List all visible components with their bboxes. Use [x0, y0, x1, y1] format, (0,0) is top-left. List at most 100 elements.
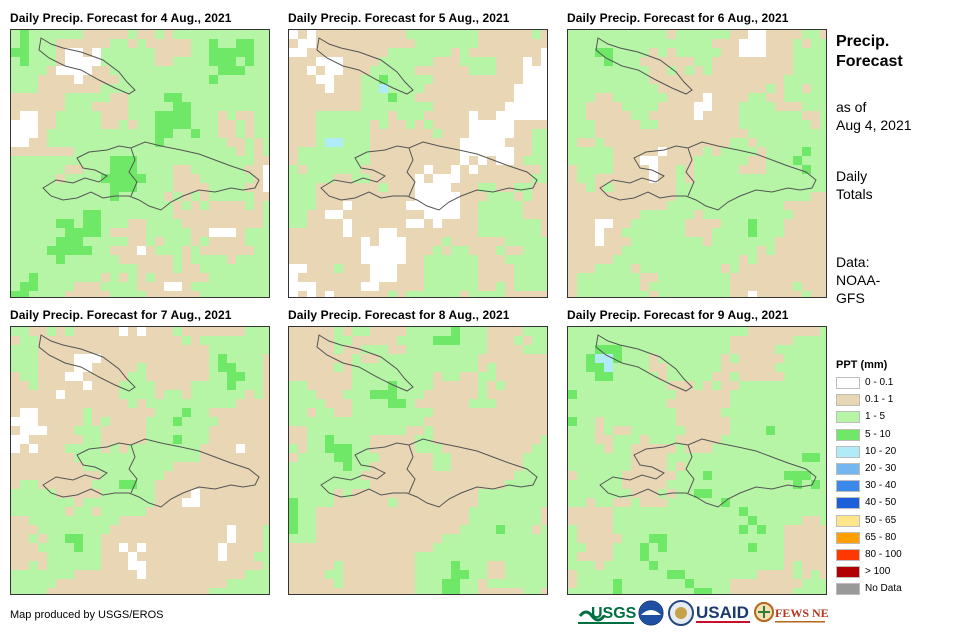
precip-cell	[595, 57, 604, 66]
precip-cell	[469, 579, 478, 588]
precip-cell	[200, 336, 209, 345]
precip-cell	[676, 219, 685, 228]
precip-cell	[289, 246, 298, 255]
precip-cell	[370, 156, 379, 165]
precip-cell	[784, 30, 793, 39]
precip-cell	[11, 39, 20, 48]
precip-cell	[101, 363, 110, 372]
precip-cell	[128, 471, 137, 480]
precip-cell	[442, 480, 451, 489]
precip-cell	[155, 534, 164, 543]
precip-cell	[316, 354, 325, 363]
precip-cell	[694, 183, 703, 192]
precip-cell	[245, 282, 254, 291]
precip-cell	[343, 237, 352, 246]
precip-cell	[155, 525, 164, 534]
precip-cell	[757, 426, 766, 435]
precip-cell	[739, 489, 748, 498]
precip-cell	[505, 444, 514, 453]
precip-cell	[361, 183, 370, 192]
precip-cell	[640, 156, 649, 165]
precip-cell	[334, 426, 343, 435]
precip-cell	[307, 543, 316, 552]
precip-cell	[110, 561, 119, 570]
precip-cell	[20, 507, 29, 516]
precip-cell	[119, 282, 128, 291]
precip-cell	[20, 363, 29, 372]
precip-cell	[667, 246, 676, 255]
precip-cell	[146, 174, 155, 183]
precip-cell	[730, 30, 739, 39]
precip-cell	[65, 219, 74, 228]
precip-cell	[379, 192, 388, 201]
precip-cell	[388, 165, 397, 174]
precip-cell	[424, 417, 433, 426]
precip-cell	[316, 174, 325, 183]
precip-cell	[379, 453, 388, 462]
precip-cell	[694, 228, 703, 237]
precip-cell	[460, 84, 469, 93]
precip-cell	[577, 39, 586, 48]
precip-cell	[298, 39, 307, 48]
precip-cell	[442, 543, 451, 552]
precip-cell	[505, 156, 514, 165]
precip-cell	[56, 363, 65, 372]
precip-cell	[793, 453, 802, 462]
precip-cell	[415, 408, 424, 417]
precip-cell	[478, 39, 487, 48]
precip-cell	[658, 417, 667, 426]
precip-cell	[568, 111, 577, 120]
precip-cell	[298, 372, 307, 381]
precip-cell	[254, 156, 263, 165]
precip-cell	[811, 399, 820, 408]
precip-cell	[209, 399, 218, 408]
precip-cell	[334, 444, 343, 453]
precip-cell	[56, 201, 65, 210]
precip-cell	[640, 102, 649, 111]
precip-cell	[352, 48, 361, 57]
precip-cell	[451, 480, 460, 489]
precip-cell	[56, 228, 65, 237]
precip-cell	[667, 201, 676, 210]
precip-cell	[730, 219, 739, 228]
precip-cell	[47, 174, 56, 183]
precip-cell	[236, 516, 245, 525]
precip-cell	[254, 570, 263, 579]
precip-cell	[433, 426, 442, 435]
precip-cell	[460, 453, 469, 462]
precip-cell	[11, 345, 20, 354]
precip-cell	[631, 426, 640, 435]
precip-cell	[685, 471, 694, 480]
precip-cell	[352, 444, 361, 453]
precip-cell	[667, 345, 676, 354]
precip-cell	[433, 435, 442, 444]
precip-cell	[748, 264, 757, 273]
precip-cell	[263, 255, 269, 264]
precip-cell	[47, 57, 56, 66]
precip-cell	[182, 489, 191, 498]
precip-cell	[460, 552, 469, 561]
precip-cell	[191, 48, 200, 57]
precip-cell	[406, 453, 415, 462]
precip-cell	[406, 498, 415, 507]
precip-cell	[352, 210, 361, 219]
precip-cell	[487, 426, 496, 435]
precip-cell	[649, 345, 658, 354]
precip-cell	[811, 327, 820, 336]
precip-cell	[604, 354, 613, 363]
precip-cell	[586, 435, 595, 444]
precip-cell	[568, 381, 577, 390]
precip-cell	[775, 498, 784, 507]
precip-cell	[478, 48, 487, 57]
precip-cell	[236, 417, 245, 426]
precip-cell	[370, 84, 379, 93]
precip-cell	[343, 408, 352, 417]
precip-cell	[703, 255, 712, 264]
precip-cell	[227, 363, 236, 372]
precip-cell	[119, 471, 128, 480]
precip-cell	[613, 444, 622, 453]
precip-cell	[766, 390, 775, 399]
precip-cell	[101, 588, 110, 594]
precip-cell	[496, 39, 505, 48]
precip-cell	[218, 417, 227, 426]
